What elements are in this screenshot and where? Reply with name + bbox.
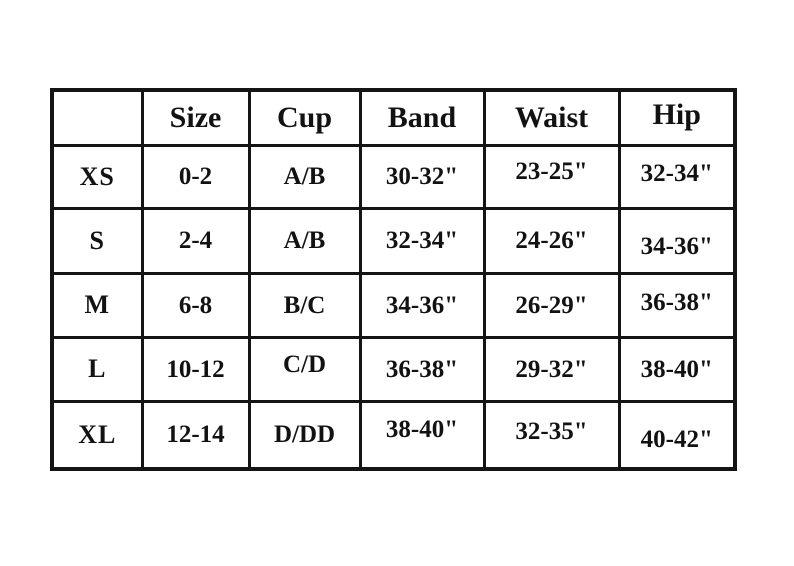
cell-xl-size: 12-14 xyxy=(140,399,251,471)
cell-xs-cup: A/B xyxy=(247,143,362,210)
cell-xl-hip: 40-42" xyxy=(617,399,737,471)
cell-l-band: 36-38" xyxy=(358,335,486,403)
cell-s-band: 32-34" xyxy=(358,206,486,275)
cell-xl-waist: 32-35" xyxy=(482,399,621,471)
table-row-xs: XS 0-2 A/B 30-32" 23-25" 32-34" xyxy=(50,143,737,210)
header-row: Size Cup Band Waist Hip xyxy=(50,88,737,147)
cell-s-size: 2-4 xyxy=(140,206,251,275)
cell-xs-hip: 32-34" xyxy=(617,143,737,210)
cell-m-band: 34-36" xyxy=(358,271,486,339)
cell-xs-band: 30-32" xyxy=(358,143,486,210)
header-cell-cup: Cup xyxy=(247,88,362,147)
cell-l-cup: C/D xyxy=(247,335,362,403)
row-label-xs: XS xyxy=(50,143,144,210)
cell-xs-waist: 23-25" xyxy=(482,143,621,210)
cell-l-hip: 38-40" xyxy=(617,335,737,403)
table-row-s: S 2-4 A/B 32-34" 24-26" 34-36" xyxy=(50,206,737,275)
cell-xs-size: 0-2 xyxy=(140,143,251,210)
header-cell-waist: Waist xyxy=(482,88,621,147)
header-cell-hip: Hip xyxy=(617,88,737,147)
cell-m-cup: B/C xyxy=(247,271,362,339)
cell-s-cup: A/B xyxy=(247,206,362,275)
table-row-xl: XL 12-14 D/DD 38-40" 32-35" 40-42" xyxy=(50,399,737,471)
cell-xl-band: 38-40" xyxy=(358,399,486,471)
cell-s-waist: 24-26" xyxy=(482,206,621,275)
header-cell-blank xyxy=(50,88,144,147)
row-label-m: M xyxy=(50,271,144,339)
size-chart-table: Size Cup Band Waist Hip XS 0-2 A/B 30-32… xyxy=(50,88,737,471)
cell-xl-cup: D/DD xyxy=(247,399,362,471)
cell-m-waist: 26-29" xyxy=(482,271,621,339)
row-label-xl: XL xyxy=(50,399,144,471)
table-row-l: L 10-12 C/D 36-38" 29-32" 38-40" xyxy=(50,335,737,403)
cell-l-waist: 29-32" xyxy=(482,335,621,403)
header-cell-band: Band xyxy=(358,88,486,147)
cell-l-size: 10-12 xyxy=(140,335,251,403)
table-row-m: M 6-8 B/C 34-36" 26-29" 36-38" xyxy=(50,271,737,339)
cell-m-size: 6-8 xyxy=(140,271,251,339)
header-cell-size: Size xyxy=(140,88,251,147)
cell-m-hip: 36-38" xyxy=(617,271,737,339)
cell-s-hip: 34-36" xyxy=(617,206,737,275)
row-label-l: L xyxy=(50,335,144,403)
row-label-s: S xyxy=(50,206,144,275)
